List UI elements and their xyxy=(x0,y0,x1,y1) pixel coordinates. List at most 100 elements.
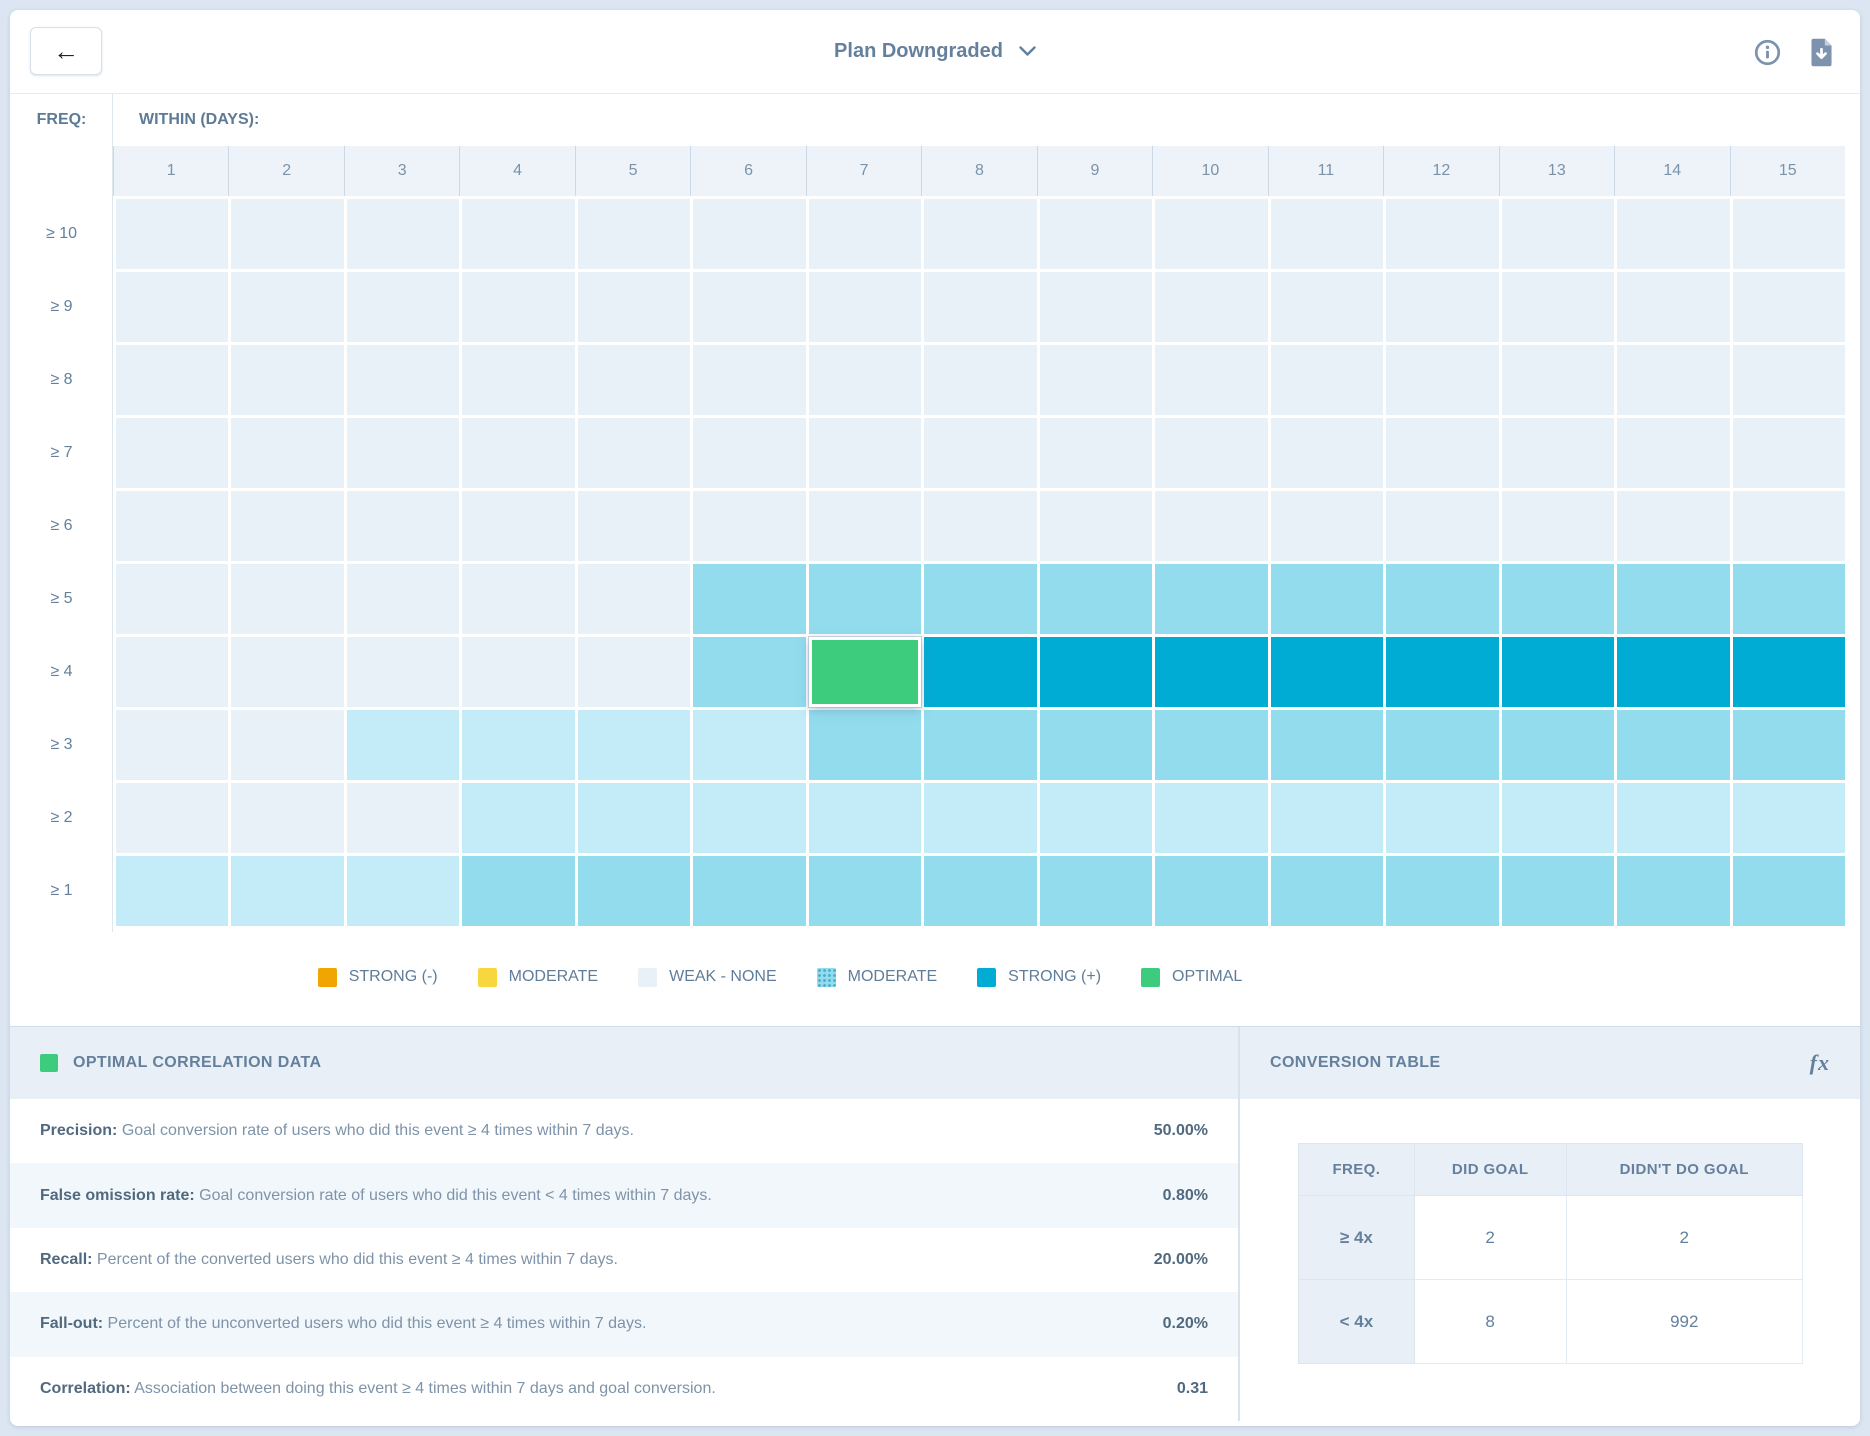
heatmap-cell[interactable] xyxy=(924,637,1037,707)
heatmap-cell[interactable] xyxy=(577,345,691,415)
heatmap-cell[interactable] xyxy=(577,272,691,342)
heatmap-cell[interactable] xyxy=(1501,710,1615,780)
heatmap-cell[interactable] xyxy=(1386,199,1499,269)
heatmap-cell[interactable] xyxy=(1501,783,1615,853)
heatmap-cell[interactable] xyxy=(231,272,344,342)
heatmap-cell[interactable] xyxy=(1270,783,1384,853)
heatmap-cell[interactable] xyxy=(1039,345,1153,415)
heatmap-cell[interactable] xyxy=(577,564,691,634)
heatmap-cell[interactable] xyxy=(346,783,460,853)
heatmap-cell[interactable] xyxy=(808,856,922,926)
heatmap-cell[interactable] xyxy=(924,710,1037,780)
heatmap-cell[interactable] xyxy=(808,564,922,634)
heatmap-cell[interactable] xyxy=(1386,783,1499,853)
heatmap-cell[interactable] xyxy=(346,272,460,342)
heatmap-cell[interactable] xyxy=(1617,783,1730,853)
heatmap-cell[interactable] xyxy=(1501,418,1615,488)
heatmap-cell[interactable] xyxy=(1617,710,1730,780)
heatmap-cell[interactable] xyxy=(1501,199,1615,269)
heatmap-cell[interactable] xyxy=(808,418,922,488)
heatmap-cell[interactable] xyxy=(231,199,344,269)
heatmap-cell[interactable] xyxy=(1386,710,1499,780)
heatmap-cell[interactable] xyxy=(231,637,344,707)
back-button[interactable]: ← xyxy=(30,27,102,75)
heatmap-cell[interactable] xyxy=(693,199,806,269)
heatmap-cell[interactable] xyxy=(577,710,691,780)
heatmap-cell[interactable] xyxy=(1039,491,1153,561)
heatmap-cell[interactable] xyxy=(808,345,922,415)
heatmap-cell[interactable] xyxy=(231,491,344,561)
heatmap-cell[interactable] xyxy=(577,418,691,488)
heatmap-cell[interactable] xyxy=(1732,637,1845,707)
heatmap-cell[interactable] xyxy=(693,345,806,415)
heatmap-cell[interactable] xyxy=(1732,783,1845,853)
heatmap-cell[interactable] xyxy=(577,491,691,561)
heatmap-cell[interactable] xyxy=(1732,272,1845,342)
heatmap-cell[interactable] xyxy=(924,345,1037,415)
heatmap-cell[interactable] xyxy=(116,710,229,780)
heatmap-cell[interactable] xyxy=(924,272,1037,342)
heatmap-cell[interactable] xyxy=(1155,564,1268,634)
info-icon[interactable] xyxy=(1754,39,1781,66)
heatmap-cell[interactable] xyxy=(346,345,460,415)
heatmap-cell[interactable] xyxy=(1617,272,1730,342)
heatmap-cell[interactable] xyxy=(1732,199,1845,269)
heatmap-cell[interactable] xyxy=(1270,710,1384,780)
heatmap-cell[interactable] xyxy=(1039,710,1153,780)
heatmap-cell[interactable] xyxy=(346,637,460,707)
heatmap-cell[interactable] xyxy=(577,637,691,707)
heatmap-cell[interactable] xyxy=(1155,345,1268,415)
heatmap-cell[interactable] xyxy=(346,199,460,269)
heatmap-cell[interactable] xyxy=(1039,418,1153,488)
heatmap-cell[interactable] xyxy=(808,710,922,780)
heatmap-cell[interactable] xyxy=(231,345,344,415)
heatmap-cell[interactable] xyxy=(462,856,575,926)
event-selector[interactable]: Plan Downgraded xyxy=(834,40,1036,63)
heatmap-cell[interactable] xyxy=(808,491,922,561)
heatmap-cell[interactable] xyxy=(462,345,575,415)
heatmap-cell[interactable] xyxy=(116,783,229,853)
heatmap-cell[interactable] xyxy=(1155,272,1268,342)
heatmap-cell[interactable] xyxy=(346,491,460,561)
heatmap-cell[interactable] xyxy=(1270,418,1384,488)
heatmap-cell[interactable] xyxy=(1617,856,1730,926)
heatmap-cell[interactable] xyxy=(231,710,344,780)
heatmap-cell[interactable] xyxy=(577,783,691,853)
heatmap-cell[interactable] xyxy=(231,418,344,488)
heatmap-cell[interactable] xyxy=(1386,637,1499,707)
heatmap-cell[interactable] xyxy=(924,491,1037,561)
heatmap-cell[interactable] xyxy=(1501,491,1615,561)
heatmap-cell[interactable] xyxy=(1270,272,1384,342)
heatmap-cell[interactable] xyxy=(1617,345,1730,415)
heatmap-cell[interactable] xyxy=(346,564,460,634)
heatmap-cell[interactable] xyxy=(462,637,575,707)
heatmap-cell[interactable] xyxy=(924,418,1037,488)
heatmap-cell[interactable] xyxy=(1039,783,1153,853)
heatmap-cell[interactable] xyxy=(1270,199,1384,269)
heatmap-cell[interactable] xyxy=(808,783,922,853)
formula-fx-icon[interactable]: fx xyxy=(1809,1050,1830,1075)
heatmap-cell[interactable] xyxy=(1386,418,1499,488)
heatmap-cell[interactable] xyxy=(1501,345,1615,415)
heatmap-cell[interactable] xyxy=(693,418,806,488)
heatmap-cell[interactable] xyxy=(462,783,575,853)
heatmap-cell[interactable] xyxy=(1155,199,1268,269)
heatmap-cell[interactable] xyxy=(924,199,1037,269)
heatmap-cell[interactable] xyxy=(1501,272,1615,342)
heatmap-cell[interactable] xyxy=(462,564,575,634)
heatmap-cell[interactable] xyxy=(924,856,1037,926)
heatmap-cell[interactable] xyxy=(693,637,806,707)
heatmap-cell[interactable] xyxy=(231,856,344,926)
download-icon[interactable] xyxy=(1809,38,1834,67)
heatmap-cell[interactable] xyxy=(1617,418,1730,488)
heatmap-cell[interactable] xyxy=(1386,564,1499,634)
heatmap-cell[interactable] xyxy=(462,491,575,561)
heatmap-cell[interactable] xyxy=(693,272,806,342)
heatmap-cell[interactable] xyxy=(1386,345,1499,415)
heatmap-cell[interactable] xyxy=(1732,564,1845,634)
heatmap-cell[interactable] xyxy=(462,710,575,780)
heatmap-cell[interactable] xyxy=(462,199,575,269)
heatmap-cell[interactable] xyxy=(1617,491,1730,561)
heatmap-cell[interactable] xyxy=(346,710,460,780)
heatmap-cell[interactable] xyxy=(116,564,229,634)
